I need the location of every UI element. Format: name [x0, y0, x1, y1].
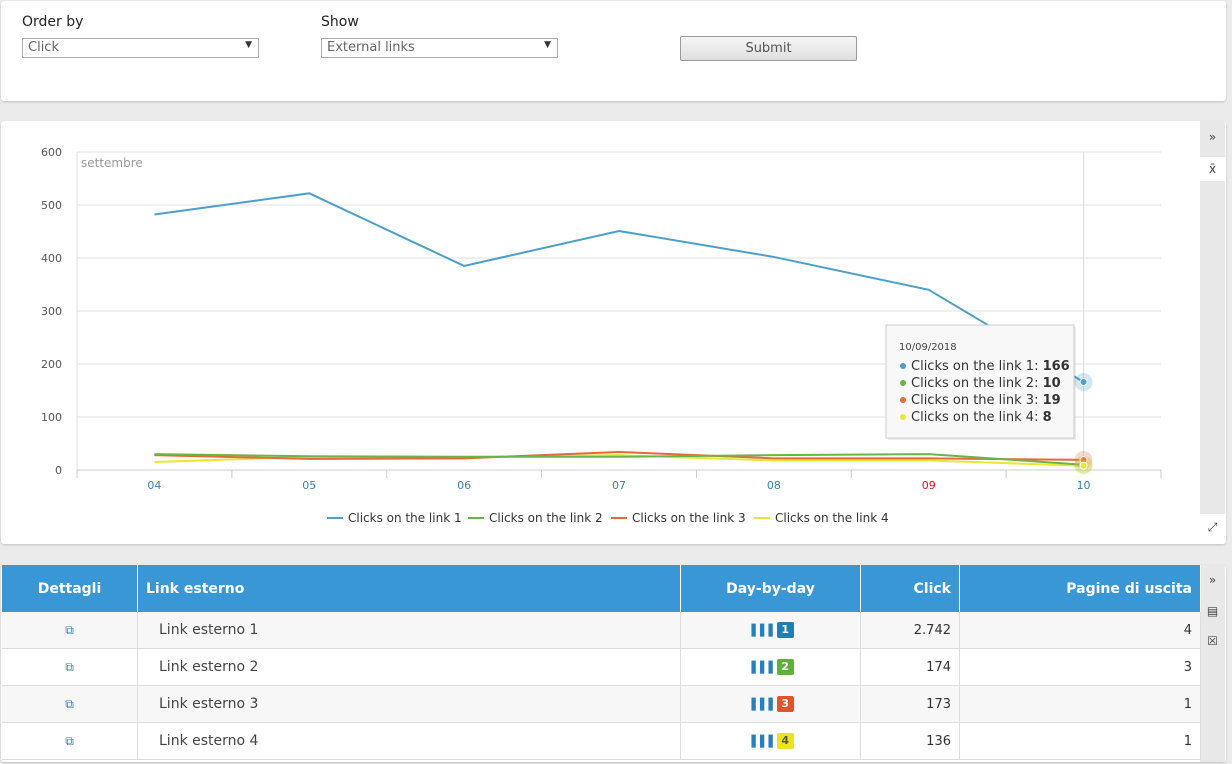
exit-pages-cell: 1: [959, 685, 1201, 723]
table-row: ⧉ Link esterno 3 ▐▐▐ 3 173 1: [2, 685, 1201, 723]
y-tick-label: 200: [41, 358, 62, 371]
copy-details-icon[interactable]: ⧉: [65, 622, 74, 637]
daybyday-cell: ▐▐▐ 1: [680, 612, 861, 649]
legend-label: Clicks on the link 1: [348, 511, 462, 525]
copy-details-icon[interactable]: ⧉: [65, 696, 74, 711]
mean-icon[interactable]: x̄: [1200, 157, 1225, 181]
table-panel: » ▤ ☒ Dettagli Link esterno Day-by-day C…: [1, 565, 1226, 762]
table-header-row: Dettagli Link esterno Day-by-day Click P…: [2, 565, 1201, 612]
table-side-strip: [1200, 565, 1225, 762]
x-tick-label: 06: [457, 479, 471, 492]
col-header-details[interactable]: Dettagli: [2, 565, 138, 612]
daybyday-cell: ▐▐▐ 2: [680, 648, 861, 686]
period-label: settembre: [81, 156, 143, 170]
table-row: ⧉ Link esterno 1 ▐▐▐ 1 2.742 4: [2, 612, 1201, 649]
x-tick-label: 08: [767, 479, 781, 492]
x-tick-label: 07: [612, 479, 626, 492]
x-tick-label: 04: [147, 479, 161, 492]
link-name-cell: Link esterno 3: [137, 685, 681, 723]
copy-details-icon[interactable]: ⧉: [65, 659, 74, 674]
exit-pages-cell: 3: [959, 648, 1201, 686]
tooltip-row: Clicks on the link 4: 8: [911, 410, 1052, 425]
fullscreen-icon[interactable]: ⤢: [1207, 520, 1218, 534]
details-cell: ⧉: [2, 612, 138, 649]
bar-chart-icon[interactable]: ▐▐▐: [747, 623, 773, 637]
series-badge[interactable]: 2: [776, 659, 794, 675]
link-name-cell: Link esterno 4: [137, 722, 681, 760]
exit-pages-cell: 1: [959, 722, 1201, 760]
chevron-down-icon: ▼: [245, 40, 252, 50]
click-cell: 136: [860, 722, 960, 760]
link-name-cell: Link esterno 2: [137, 648, 681, 686]
legend-label: Clicks on the link 4: [775, 511, 889, 525]
daybyday-cell: ▐▐▐ 4: [680, 722, 861, 760]
table-row: ⧉ Link esterno 2 ▐▐▐ 2 174 3: [2, 648, 1201, 686]
x-tick-label: 05: [302, 479, 316, 492]
col-header-exit-pages[interactable]: Pagine di uscita: [959, 565, 1201, 612]
tooltip-bullet: [900, 363, 906, 369]
legend-label: Clicks on the link 2: [489, 511, 603, 525]
tooltip-bullet: [900, 380, 906, 386]
y-tick-label: 500: [41, 199, 62, 212]
details-cell: ⧉: [2, 685, 138, 723]
series-badge[interactable]: 4: [776, 733, 794, 749]
hover-point: [1079, 461, 1088, 470]
details-cell: ⧉: [2, 648, 138, 686]
chevron-down-icon: ▼: [544, 40, 551, 50]
tooltip-date: 10/09/2018: [899, 342, 957, 353]
tooltip-row: Clicks on the link 1: 166: [911, 359, 1070, 374]
x-tick-label: 10: [1077, 479, 1091, 492]
expand-panel-icon[interactable]: »: [1208, 130, 1217, 144]
click-cell: 173: [860, 685, 960, 723]
details-cell: ⧉: [2, 722, 138, 760]
bar-chart-icon[interactable]: ▐▐▐: [747, 660, 773, 674]
daybyday-cell: ▐▐▐ 3: [680, 685, 861, 723]
click-cell: 174: [860, 648, 960, 686]
order-by-label: Order by: [22, 14, 84, 30]
series-line: [154, 192, 1085, 383]
series-line: [154, 453, 1084, 466]
y-tick-label: 0: [55, 464, 62, 477]
bar-chart-icon[interactable]: ▐▐▐: [747, 734, 773, 748]
filter-panel: Order by Click ▼ Show External links ▼ S…: [1, 1, 1226, 101]
exit-pages-cell: 4: [959, 612, 1201, 649]
order-by-select[interactable]: Click ▼: [22, 38, 259, 58]
pdf-export-icon[interactable]: ▤: [1206, 604, 1219, 618]
copy-details-icon[interactable]: ⧉: [65, 733, 74, 748]
submit-button[interactable]: Submit: [680, 36, 857, 61]
tooltip-row: Clicks on the link 2: 10: [911, 376, 1061, 391]
series-badge[interactable]: 3: [776, 696, 794, 712]
x-tick-label: 09: [922, 479, 936, 492]
y-tick-label: 300: [41, 305, 62, 318]
chart-panel: » x̄ ⤢ 0 100 200 300 400 500 600 04 05 06 07 08 09 10…: [1, 121, 1226, 544]
chart-side-strip: [1200, 121, 1225, 514]
line-chart: 0 100 200 300 400 500 600 04 05 06 07 08 09 10 settemb…: [1, 121, 1196, 544]
tooltip-bullet: [900, 397, 906, 403]
table-row: ⧉ Link esterno 4 ▐▐▐ 4 136 1: [2, 722, 1201, 760]
y-tick-label: 100: [41, 411, 62, 424]
tooltip-box: [885, 324, 1075, 439]
show-value: External links: [327, 40, 415, 55]
y-tick-label: 400: [41, 252, 62, 265]
tooltip-bullet: [900, 414, 906, 420]
hover-point: [1079, 378, 1088, 387]
bar-chart-icon[interactable]: ▐▐▐: [747, 697, 773, 711]
series-badge[interactable]: 1: [776, 622, 794, 638]
legend-label: Clicks on the link 3: [632, 511, 746, 525]
click-cell: 2.742: [860, 612, 960, 649]
col-header-link[interactable]: Link esterno: [137, 565, 681, 612]
link-name-cell: Link esterno 1: [137, 612, 681, 649]
tooltip-row: Clicks on the link 3: 19: [911, 393, 1061, 408]
excel-export-icon[interactable]: ☒: [1207, 634, 1218, 648]
show-label: Show: [321, 14, 359, 30]
col-header-daybyday[interactable]: Day-by-day: [680, 565, 861, 612]
expand-panel-icon[interactable]: »: [1208, 573, 1217, 587]
y-tick-label: 600: [41, 146, 62, 159]
show-select[interactable]: External links ▼: [321, 38, 558, 58]
col-header-click[interactable]: Click: [860, 565, 960, 612]
order-by-value: Click: [28, 40, 59, 55]
series-line: [154, 450, 1084, 461]
links-table: Dettagli Link esterno Day-by-day Click P…: [2, 565, 1201, 760]
